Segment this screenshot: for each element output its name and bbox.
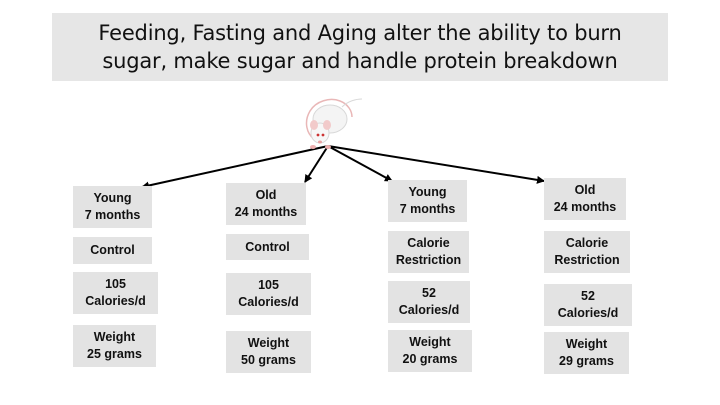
group-2-calories-line-2: Calories/d [238, 295, 299, 309]
group-3-age-line-2: 7 months [399, 202, 456, 216]
group-4-age-line-2: 24 months [553, 200, 617, 214]
arrow-to-group-4 [327, 145, 545, 184]
group-3-calories-box: 52 Calories/d [388, 281, 470, 323]
group-4-diet-line-2: Restriction [554, 253, 620, 267]
arrow-to-group-2 [304, 145, 329, 183]
group-2-age-box: Old 24 months [226, 183, 306, 225]
group-4-age-line-1: Old [574, 183, 596, 197]
group-4-diet-line-1: Calorie [565, 236, 609, 250]
group-3-weight-line-2: 20 grams [402, 352, 458, 366]
group-1-calories-box: 105 Calories/d [73, 272, 158, 314]
group-4-weight-box: Weight 29 grams [544, 332, 629, 374]
group-2-weight-line-1: Weight [247, 336, 290, 350]
arrow-to-group-1 [141, 145, 329, 190]
group-2-calories-box: 105 Calories/d [226, 273, 311, 315]
title-line-1: Feeding, Fasting and Aging alter the abi… [98, 21, 622, 45]
group-3-diet-line-1: Calorie [407, 236, 450, 250]
group-1-weight-line-1: Weight [93, 330, 136, 344]
group-1-calories-line-1: 105 [105, 277, 126, 291]
arrow-to-group-3 [327, 145, 393, 182]
group-1-diet-box: Control [73, 237, 152, 264]
title-line-2: sugar, make sugar and handle protein bre… [102, 49, 618, 73]
group-1-age-box: Young 7 months [73, 186, 152, 228]
group-3-age-box: Young 7 months [388, 180, 467, 222]
group-3-weight-line-1: Weight [409, 335, 451, 349]
group-1-age-line-1: Young [93, 191, 132, 205]
group-2-age-line-1: Old [255, 188, 277, 202]
group-2-weight-line-2: 50 grams [241, 353, 296, 367]
group-4-calories-box: 52 Calories/d [544, 284, 632, 326]
group-4-weight-line-2: 29 grams [559, 354, 614, 368]
group-3-age-line-1: Young [408, 185, 447, 199]
group-2-diet-box: Control [226, 234, 309, 260]
group-2-weight-box: Weight 50 grams [226, 331, 311, 373]
group-4-age-box: Old 24 months [544, 178, 626, 220]
group-3-calories-line-1: 52 [422, 286, 436, 300]
group-4-weight-line-1: Weight [565, 337, 608, 351]
group-2-diet-line-1: Control [245, 239, 290, 254]
group-2-age-line-2: 24 months [234, 205, 298, 219]
group-3-weight-box: Weight 20 grams [388, 330, 472, 372]
title-banner: Feeding, Fasting and Aging alter the abi… [52, 13, 668, 81]
rat-icon [305, 98, 363, 149]
group-1-weight-box: Weight 25 grams [73, 325, 156, 367]
group-3-calories-line-2: Calories/d [398, 303, 460, 317]
group-3-diet-box: Calorie Restriction [388, 231, 469, 273]
group-4-calories-line-1: 52 [581, 289, 595, 303]
group-4-calories-line-2: Calories/d [557, 306, 619, 320]
group-1-calories-line-2: Calories/d [85, 294, 146, 308]
group-1-age-line-2: 7 months [84, 208, 141, 222]
group-2-calories-line-1: 105 [258, 278, 279, 292]
group-3-diet-line-2: Restriction [395, 253, 462, 267]
group-4-diet-box: Calorie Restriction [544, 231, 630, 273]
group-1-weight-line-2: 25 grams [87, 347, 142, 361]
group-1-diet-line-1: Control [90, 243, 135, 257]
